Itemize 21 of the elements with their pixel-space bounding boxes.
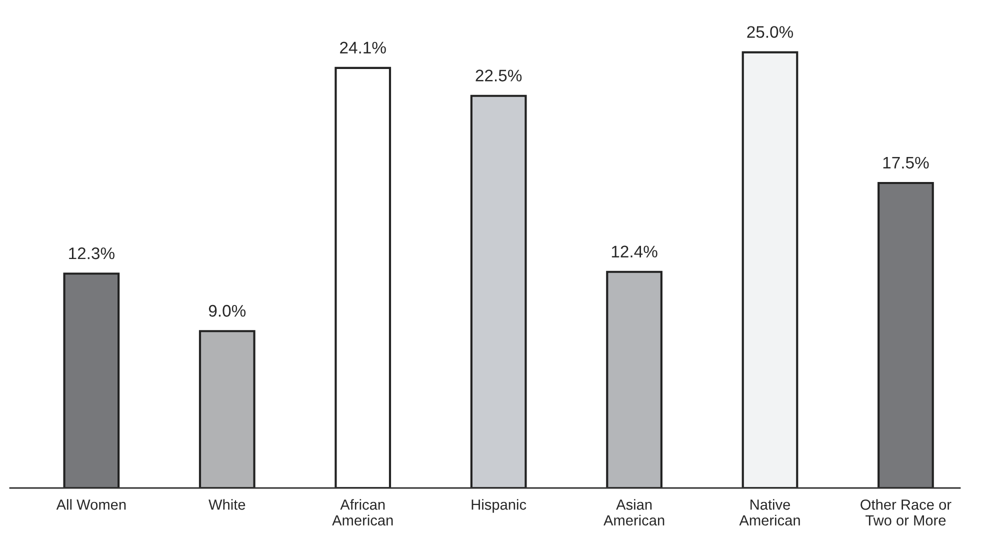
bar [198, 330, 256, 488]
bar [334, 66, 392, 488]
data-label: 9.0% [208, 304, 246, 317]
bar [878, 182, 934, 488]
data-label: 24.1% [340, 42, 386, 54]
bar [470, 94, 527, 488]
x-tick-label: Other Race or Two or More [860, 499, 952, 526]
data-label: 12.4% [612, 246, 658, 258]
x-tick-label: Hispanic [472, 499, 526, 513]
x-tick-label: White [208, 499, 246, 510]
data-label: 17.5% [883, 156, 929, 169]
x-tick-label: African American [332, 499, 393, 526]
x-tick-label: Native American [739, 499, 800, 526]
x-tick-label: Asian American [604, 499, 664, 526]
x-tick-label: All Women [56, 499, 126, 510]
data-label: 22.5% [476, 70, 522, 82]
bar [606, 270, 662, 488]
bar [63, 272, 120, 488]
data-label: 25.0% [747, 26, 794, 38]
data-label: 12.3% [69, 247, 114, 260]
bar [742, 51, 798, 488]
